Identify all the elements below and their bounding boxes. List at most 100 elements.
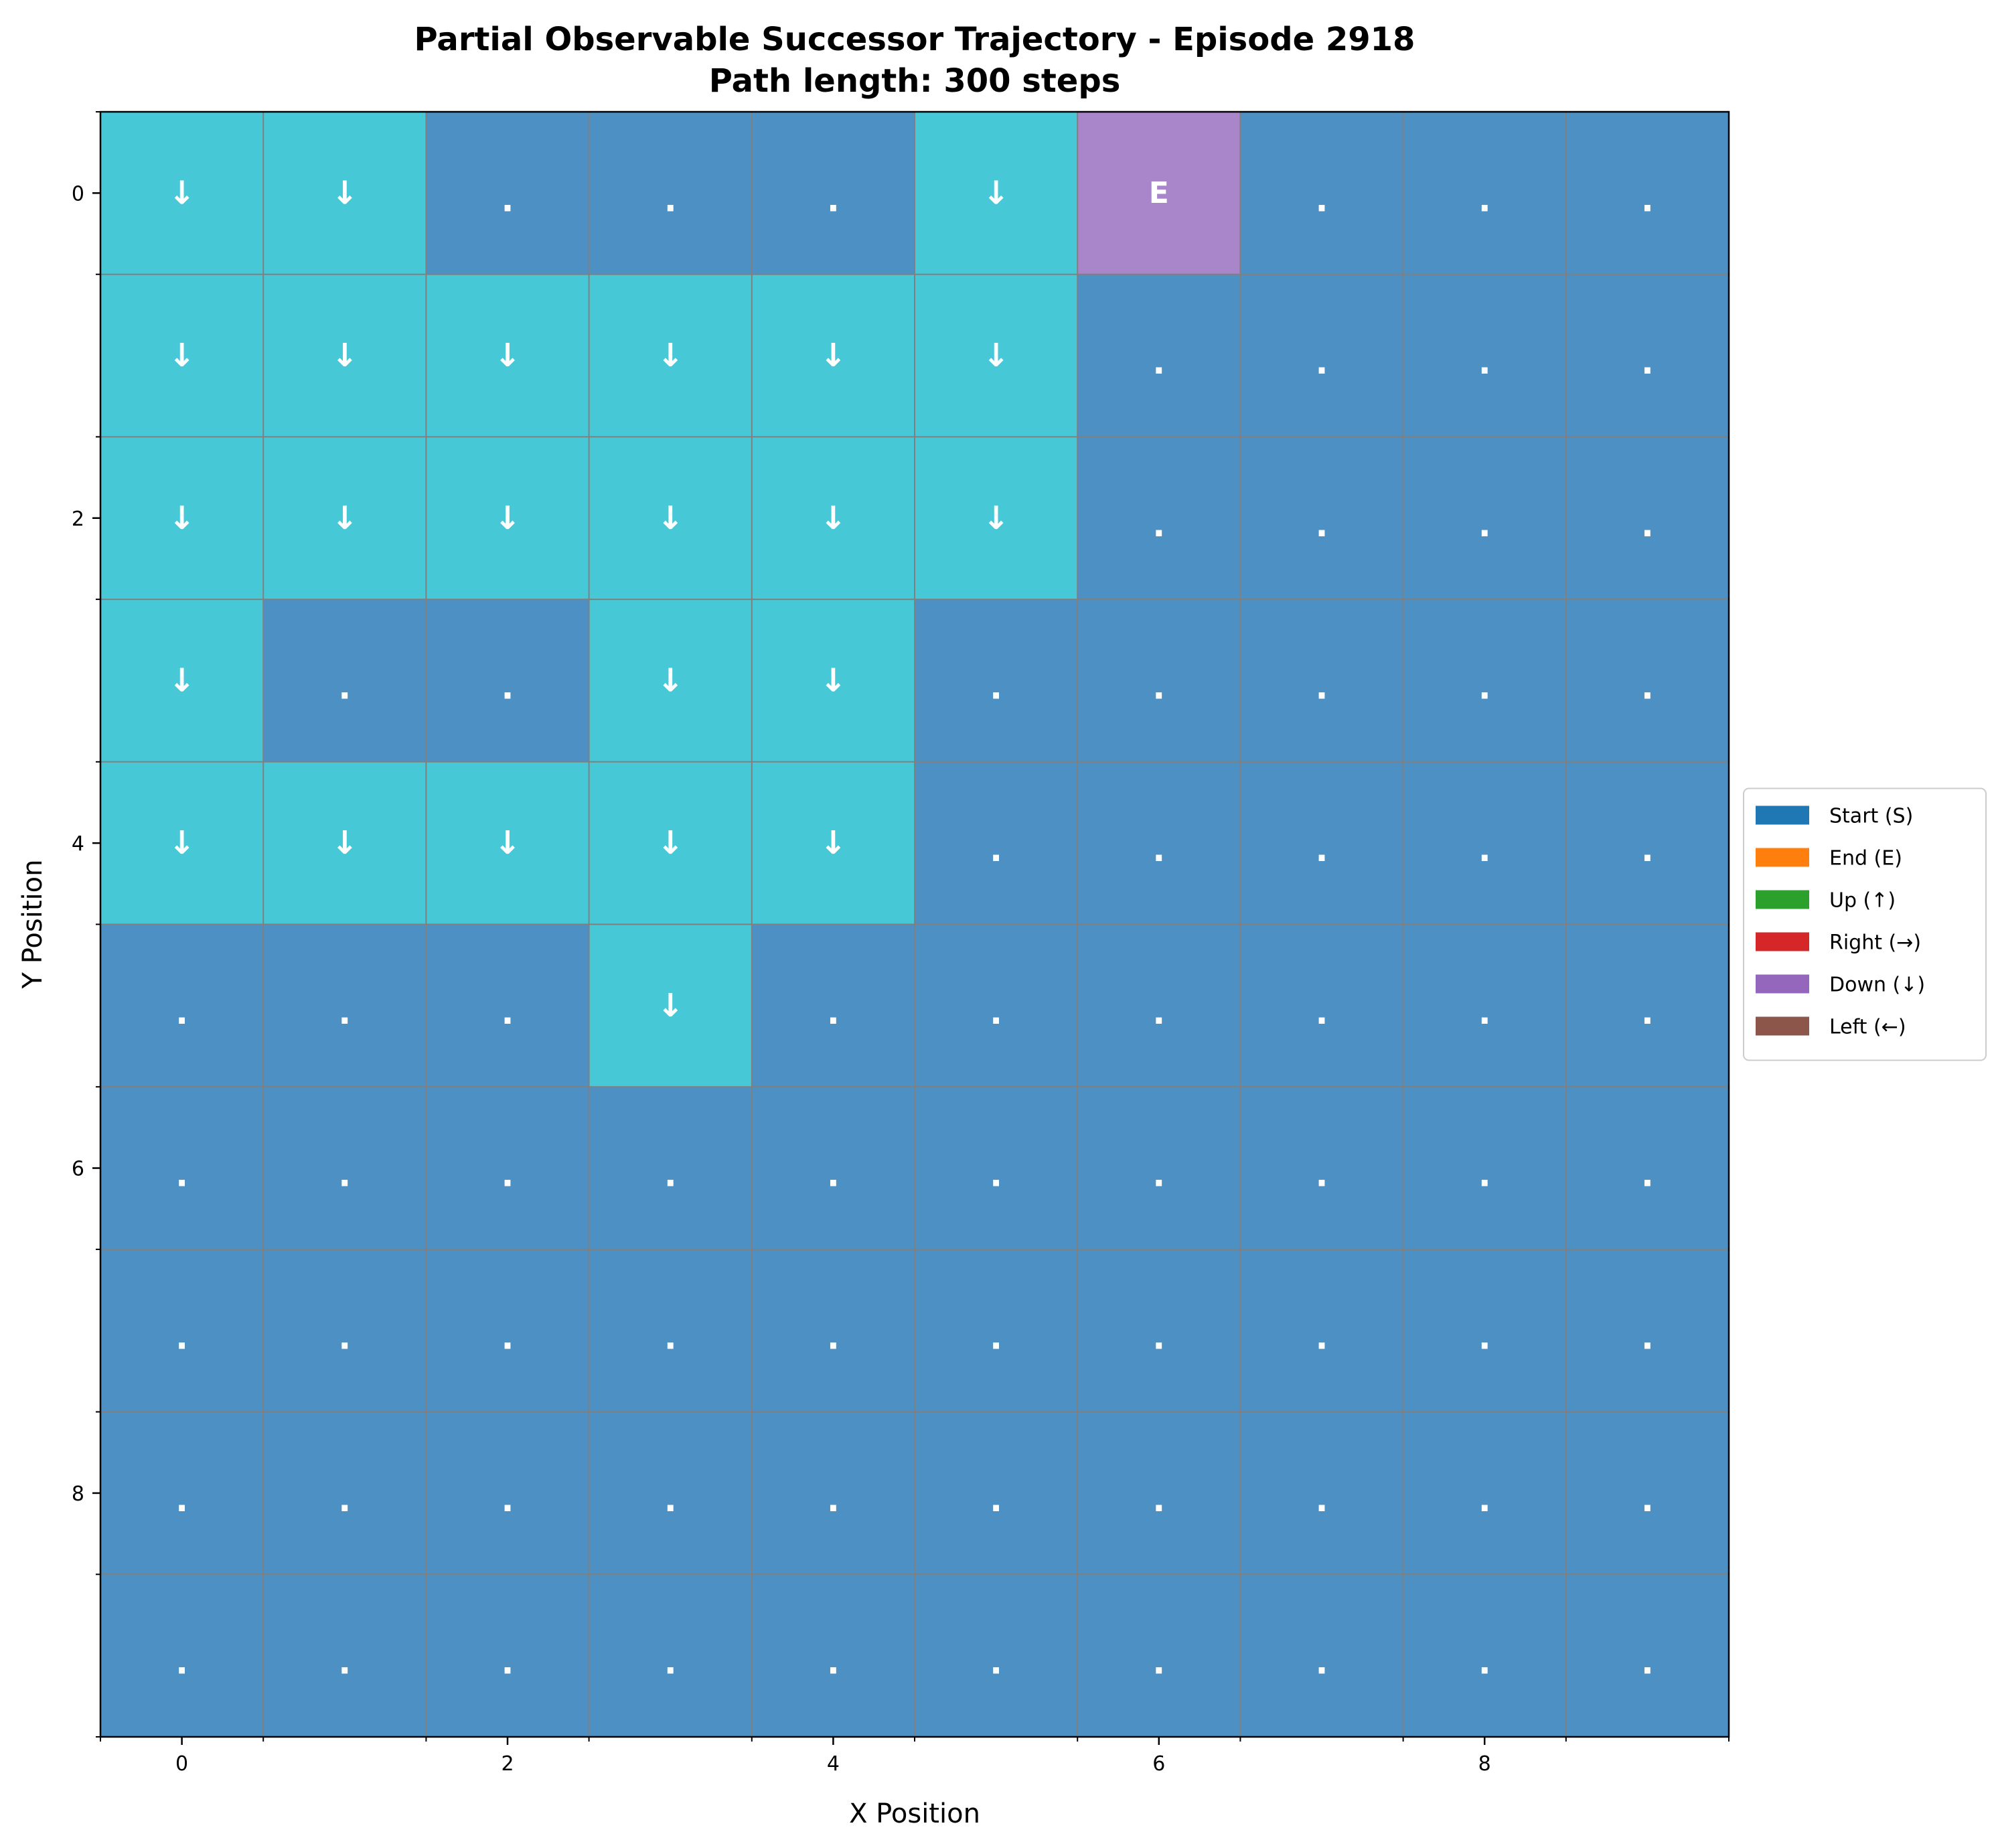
grid-cell-0-3: [589, 112, 752, 275]
grid-cell-4-8: [1403, 761, 1566, 925]
down-arrow-marker: ↓: [982, 174, 1009, 212]
down-arrow-marker: ↓: [820, 824, 846, 862]
empty-cell-marker: .: [338, 1156, 351, 1195]
grid-cell-2-7: [1240, 437, 1403, 600]
empty-cell-marker: .: [1641, 1318, 1654, 1357]
grid-cell-5-5: [915, 924, 1078, 1087]
empty-cell-marker: .: [1316, 993, 1328, 1032]
grid-cell-9-5: [915, 1574, 1078, 1737]
empty-cell-marker: .: [1641, 506, 1654, 544]
grid-cell-0-9: [1565, 112, 1729, 275]
empty-cell-marker: .: [1316, 343, 1328, 382]
grid-cell-3-2: [426, 599, 589, 762]
empty-cell-marker: .: [1641, 830, 1654, 869]
grid-cell-2-9: [1565, 437, 1729, 600]
empty-cell-marker: .: [990, 668, 1002, 706]
empty-cell-marker: .: [1478, 506, 1491, 544]
down-arrow-marker: ↓: [820, 499, 846, 537]
grid-cell-1-4: [751, 274, 915, 437]
x-tick-label: 8: [1478, 1752, 1491, 1776]
grid-cell-0-1: [263, 112, 427, 275]
empty-cell-marker: .: [502, 993, 514, 1032]
empty-cell-marker: .: [338, 1643, 351, 1682]
down-arrow-marker: ↓: [494, 499, 521, 537]
grid-cell-2-2: [426, 437, 589, 600]
grid-cell-4-2: [426, 761, 589, 925]
grid-cell-1-1: [263, 274, 427, 437]
empty-cell-marker: .: [1316, 1156, 1328, 1195]
empty-cell-marker: .: [1316, 830, 1328, 869]
legend-swatch: [1756, 890, 1809, 909]
empty-cell-marker: .: [1478, 830, 1491, 869]
grid-cell-9-4: [751, 1574, 915, 1737]
grid-cell-8-0: [100, 1411, 264, 1575]
down-arrow-marker: ↓: [168, 662, 195, 699]
down-arrow-marker: ↓: [982, 337, 1009, 374]
grid-cell-7-2: [426, 1249, 589, 1412]
grid-cell-2-3: [589, 437, 752, 600]
empty-cell-marker: .: [502, 1480, 514, 1519]
empty-cell-marker: .: [664, 180, 677, 219]
legend-entry-label: Left (←): [1829, 1016, 1906, 1039]
empty-cell-marker: .: [1152, 993, 1165, 1032]
grid-cell-6-6: [1077, 1087, 1241, 1249]
grid-cell-5-8: [1403, 924, 1566, 1087]
down-arrow-marker: ↓: [820, 662, 846, 699]
grid-cell-1-3: [589, 274, 752, 437]
chart-title: Partial Observable Successor Trajectory …: [414, 21, 1415, 58]
empty-cell-marker: .: [1152, 830, 1165, 869]
down-arrow-marker: ↓: [657, 824, 684, 862]
down-arrow-marker: ↓: [331, 174, 358, 212]
grid-cell-2-6: [1077, 437, 1241, 600]
grid-cell-8-8: [1403, 1411, 1566, 1575]
grid-cell-6-2: [426, 1087, 589, 1249]
empty-cell-marker: .: [827, 993, 840, 1032]
grid-cell-6-7: [1240, 1087, 1403, 1249]
grid-cell-3-4: [751, 599, 915, 762]
down-arrow-marker: ↓: [168, 174, 195, 212]
grid-cell-9-3: [589, 1574, 752, 1737]
grid-cell-1-2: [426, 274, 589, 437]
grid-cell-3-3: [589, 599, 752, 762]
grid-cell-7-7: [1240, 1249, 1403, 1412]
down-arrow-marker: ↓: [982, 499, 1009, 537]
empty-cell-marker: .: [1478, 668, 1491, 706]
grid-cell-3-1: [263, 599, 427, 762]
grid-cell-3-6: [1077, 599, 1241, 762]
grid-lines: [100, 111, 1730, 1738]
grid-cell-6-8: [1403, 1087, 1566, 1249]
grid-cell-5-6: [1077, 924, 1241, 1087]
grid-cell-1-0: [100, 274, 264, 437]
down-arrow-marker: ↓: [657, 337, 684, 374]
empty-cell-marker: .: [990, 1156, 1002, 1195]
grid-cell-3-0: [100, 599, 264, 762]
empty-cell-marker: .: [1478, 1643, 1491, 1682]
empty-cell-marker: .: [1152, 668, 1165, 706]
grid-cell-4-5: [915, 761, 1078, 925]
empty-cell-marker: .: [1641, 993, 1654, 1032]
grid-cell-9-8: [1403, 1574, 1566, 1737]
empty-cell-marker: .: [1152, 1643, 1165, 1682]
empty-cell-marker: .: [1152, 506, 1165, 544]
grid-cell-7-3: [589, 1249, 752, 1412]
empty-cell-marker: .: [1152, 1318, 1165, 1357]
grid-cells: [100, 112, 1729, 1737]
grid-cell-7-6: [1077, 1249, 1241, 1412]
down-arrow-marker: ↓: [657, 987, 684, 1024]
x-axis-label: X Position: [849, 1798, 980, 1829]
legend-entry-label: Start (S): [1829, 805, 1913, 828]
grid-cell-7-9: [1565, 1249, 1729, 1412]
y-tick-label: 0: [72, 182, 84, 206]
empty-cell-marker: .: [1641, 1643, 1654, 1682]
grid-cell-0-5: [915, 112, 1078, 275]
down-arrow-marker: ↓: [494, 337, 521, 374]
legend-swatch: [1756, 805, 1809, 825]
empty-cell-marker: .: [1641, 343, 1654, 382]
grid-cell-8-7: [1240, 1411, 1403, 1575]
x-tick-label: 6: [1152, 1752, 1165, 1776]
empty-cell-marker: .: [1152, 1480, 1165, 1519]
end-marker: E: [1149, 176, 1169, 210]
grid-cell-8-6: [1077, 1411, 1241, 1575]
legend-entry-label: Up (↑): [1829, 889, 1896, 913]
grid-cell-5-0: [100, 924, 264, 1087]
